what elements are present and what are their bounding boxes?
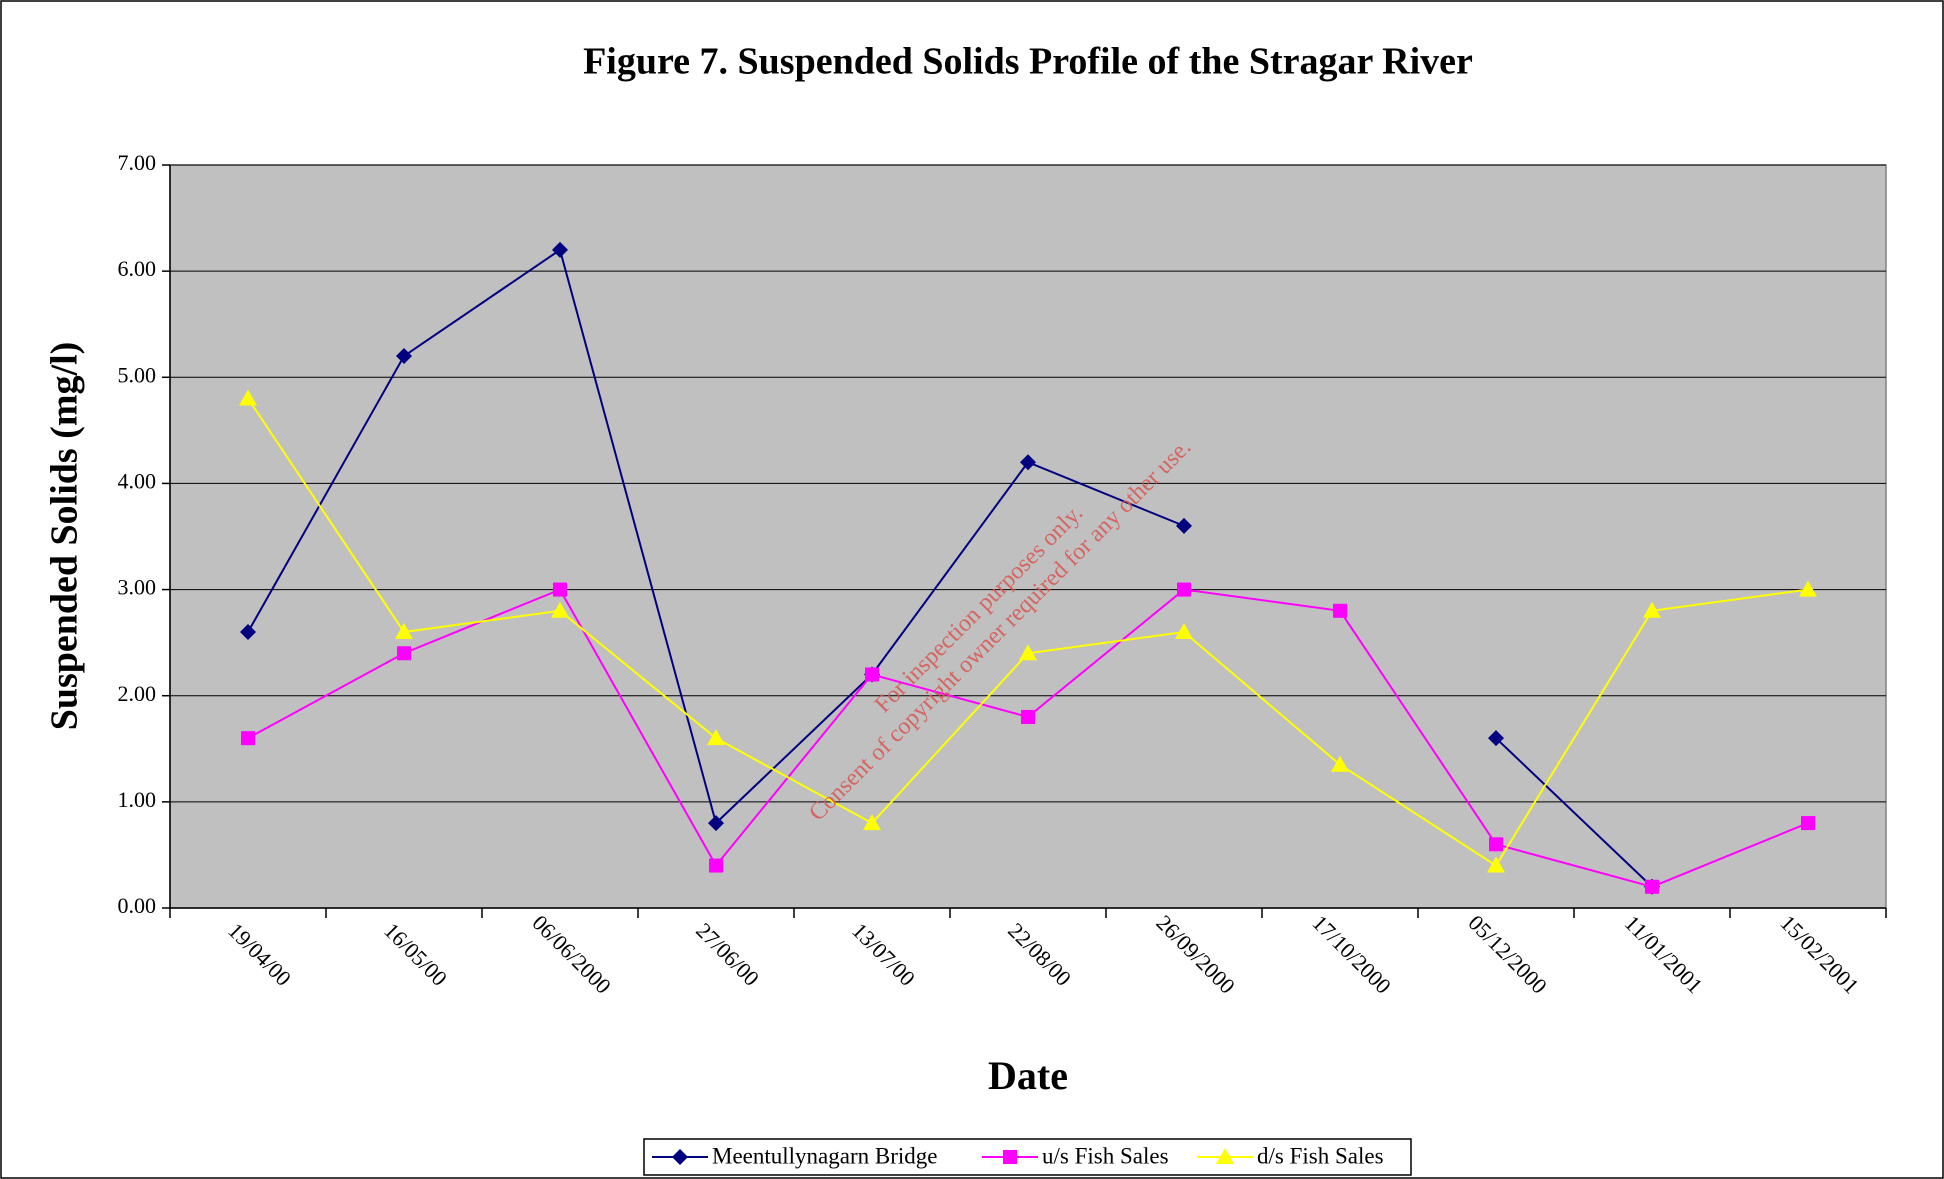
y-tick-label: 0.00 [118, 893, 157, 918]
data-point [1175, 623, 1193, 640]
legend-marker [1003, 1150, 1017, 1164]
data-point [1799, 580, 1817, 597]
data-point [1019, 644, 1037, 661]
y-tick-label: 4.00 [118, 468, 157, 493]
data-point [1020, 454, 1036, 471]
data-point [1331, 755, 1349, 772]
data-point [707, 729, 725, 746]
data-point [1021, 709, 1035, 724]
y-tick-label: 6.00 [118, 256, 157, 281]
y-tick-label: 7.00 [118, 150, 157, 175]
data-point [709, 858, 723, 873]
legend-label: u/s Fish Sales [1042, 1143, 1169, 1168]
data-point [1643, 601, 1661, 618]
data-point [1177, 582, 1191, 597]
data-point [239, 389, 257, 406]
data-point [1645, 879, 1659, 894]
data-point [708, 815, 724, 832]
data-point [863, 814, 881, 831]
legend-marker [672, 1149, 688, 1165]
legend-marker [1216, 1148, 1234, 1164]
y-tick-label: 3.00 [118, 575, 157, 600]
x-axis-label: Date [988, 1053, 1068, 1098]
data-point [1801, 816, 1815, 831]
data-point [1487, 856, 1505, 873]
y-tick-label: 5.00 [118, 362, 157, 387]
data-point [1488, 730, 1504, 747]
data-point [865, 667, 879, 682]
data-point [1333, 603, 1347, 618]
data-point [553, 582, 567, 597]
legend-label: d/s Fish Sales [1257, 1143, 1384, 1168]
data-point [551, 601, 569, 618]
data-point [240, 624, 256, 641]
data-point [1176, 517, 1192, 534]
data-point [1489, 837, 1503, 852]
legend-label: Meentullynagarn Bridge [712, 1143, 937, 1168]
y-tick-label: 2.00 [118, 681, 157, 706]
data-point [241, 731, 255, 746]
data-point [397, 646, 411, 661]
data-point [552, 241, 568, 258]
y-axis-label: Suspended Solids (mg/l) [44, 342, 86, 731]
plot-area [169, 164, 1887, 909]
y-tick-label: 1.00 [118, 787, 157, 812]
data-point [396, 348, 412, 365]
chart-title: Figure 7. Suspended Solids Profile of th… [583, 41, 1473, 83]
data-point [395, 623, 413, 640]
